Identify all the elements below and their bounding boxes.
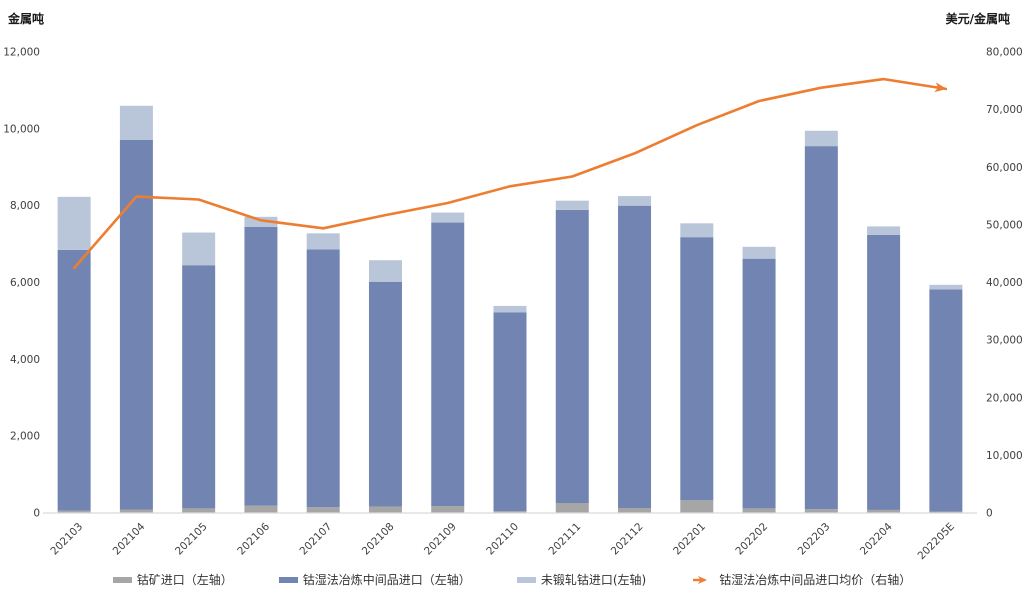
bar-segment — [804, 130, 838, 147]
bar-segment — [244, 216, 278, 227]
bar-segment — [680, 223, 714, 238]
x-axis-label: 202103 — [48, 521, 85, 558]
x-axis-label: 202205E — [915, 521, 957, 563]
cobalt-ore-swatch-icon — [112, 576, 132, 583]
bar-segment — [306, 249, 340, 508]
bar-segment — [431, 506, 465, 513]
legend-item-hydromet-intermediate: 钴湿法冶炼中间品进口（左轴） — [278, 571, 471, 588]
bar-segment — [867, 234, 901, 510]
bar-segment — [368, 506, 402, 513]
bar-segment — [555, 503, 589, 513]
right-axis-title: 美元/金属吨 — [945, 12, 1010, 26]
y-axis-right-tick-label: 70,000 — [986, 104, 1023, 116]
bar-segment — [555, 209, 589, 504]
bar-segment — [867, 226, 901, 235]
y-axis-right-tick-label: 80,000 — [986, 47, 1023, 59]
x-axis-label: 202106 — [235, 520, 272, 557]
bar-segment — [804, 146, 838, 510]
legend-label: 钴矿进口（左轴） — [136, 573, 233, 587]
legend-label: 钴湿法冶炼中间品进口均价（右轴） — [719, 573, 912, 587]
bar-segment — [493, 305, 527, 313]
bar-segment — [742, 508, 776, 513]
bar-segment — [368, 260, 402, 282]
bar-segment — [182, 265, 216, 509]
hydromet-intermediate-swatch-icon — [278, 576, 298, 583]
y-axis-right-tick-label: 10,000 — [986, 450, 1023, 462]
bar-segment — [742, 246, 776, 259]
unwrought-cobalt-swatch-icon — [516, 576, 536, 583]
bar-segment — [680, 500, 714, 513]
left-axis-title: 金属吨 — [8, 12, 45, 26]
bar-segment — [929, 284, 963, 290]
bar-segment — [306, 233, 340, 250]
y-axis-left-tick-label: 10,000 — [3, 123, 40, 135]
y-axis-right-tick-label: 20,000 — [986, 392, 1023, 404]
bar-segment — [57, 249, 91, 511]
bar-segment — [306, 507, 340, 513]
y-axis-left-tick-label: 12,000 — [3, 47, 40, 59]
x-axis-label: 202105 — [173, 521, 210, 558]
y-axis-right-tick-label: 40,000 — [986, 277, 1023, 289]
bar-segment — [182, 232, 216, 266]
y-axis-right-tick-label: 60,000 — [986, 162, 1023, 174]
legend-item-avg-price: 钴湿法冶炼中间品进口均价（右轴） — [692, 571, 911, 588]
y-axis-right-tick-label: 50,000 — [986, 219, 1023, 231]
bar-segment — [57, 510, 91, 513]
bar-segment — [618, 205, 652, 509]
legend-item-unwrought-cobalt: 未锻轧钴进口(左轴) — [516, 571, 647, 588]
bar-segment — [867, 509, 901, 513]
bar-segment — [804, 509, 838, 513]
bar-segment — [244, 226, 278, 506]
y-axis-left-tick-label: 2,000 — [10, 431, 40, 443]
x-axis-label: 202110 — [484, 521, 521, 558]
y-axis-right-tick-label: 0 — [986, 508, 993, 520]
bar-segment — [929, 511, 963, 513]
bar-segment — [368, 281, 402, 507]
legend-item-cobalt-ore: 钴矿进口（左轴） — [112, 571, 233, 588]
x-axis-label: 202204 — [858, 520, 895, 557]
price-line — [72, 77, 948, 270]
bar-segment — [680, 237, 714, 501]
y-axis-left-tick-label: 0 — [33, 508, 40, 520]
price-line-arrow-icon — [693, 575, 708, 584]
bar-segment — [742, 258, 776, 509]
bar-segment — [182, 508, 216, 513]
x-axis-label: 202112 — [609, 521, 646, 558]
bar-segment — [57, 196, 91, 250]
bar-segment — [119, 139, 153, 510]
y-axis-left-tick-label: 8,000 — [10, 200, 40, 212]
bar-segment — [244, 505, 278, 513]
y-axis-left-tick-label: 4,000 — [10, 354, 40, 366]
legend-label: 钴湿法冶炼中间品进口（左轴） — [302, 573, 471, 587]
chart-legend: 钴矿进口（左轴） 钴湿法冶炼中间品进口（左轴） 未锻轧钴进口(左轴) 钴湿法冶炼… — [0, 571, 1024, 588]
x-axis-label: 202111 — [547, 521, 584, 558]
y-axis-right-tick-label: 30,000 — [986, 335, 1023, 347]
bar-segment — [618, 196, 652, 206]
x-axis-label: 202201 — [671, 521, 708, 558]
bar-segment — [431, 222, 465, 507]
legend-label: 未锻轧钴进口(左轴) — [540, 573, 647, 587]
bar-segment — [119, 509, 153, 513]
bar-segment — [119, 105, 153, 140]
bar-segment — [618, 508, 652, 513]
x-axis-label: 202108 — [360, 521, 397, 558]
y-axis-left-tick-label: 6,000 — [10, 277, 40, 289]
x-axis-label: 202104 — [111, 520, 148, 557]
x-axis-label: 202203 — [796, 521, 833, 558]
x-axis-label: 202107 — [297, 521, 334, 558]
bar-segment — [929, 289, 963, 512]
bar-segment — [555, 200, 589, 210]
bar-segment — [493, 312, 527, 512]
bar-segment — [431, 212, 465, 223]
bar-segment — [493, 511, 527, 513]
x-axis-label: 202109 — [422, 521, 459, 558]
x-axis-label: 202202 — [733, 521, 770, 558]
